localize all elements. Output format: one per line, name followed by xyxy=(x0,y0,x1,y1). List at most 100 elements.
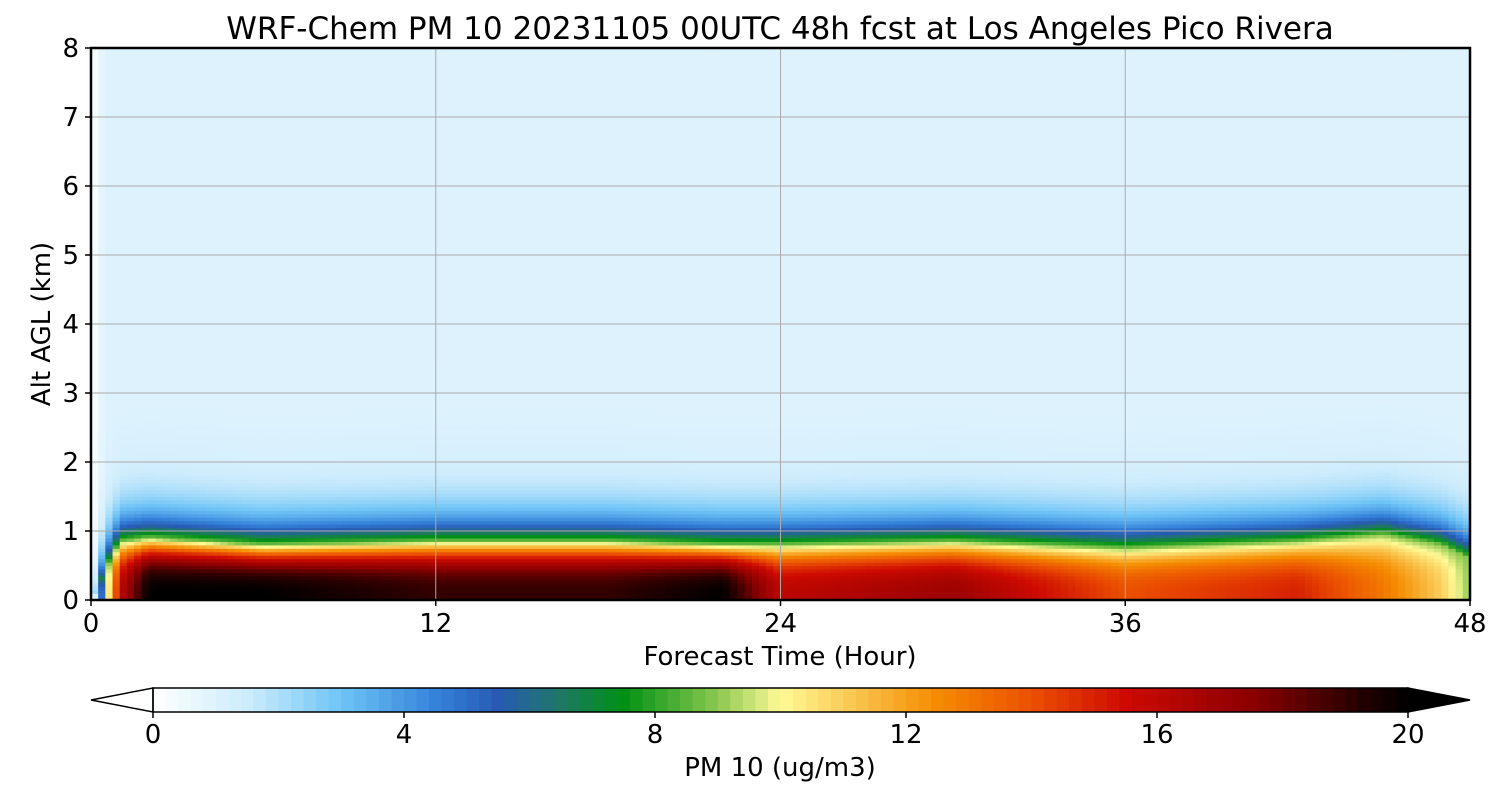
heatmap-cell xyxy=(227,300,235,304)
heatmap-cell xyxy=(249,141,257,145)
heatmap-cell xyxy=(278,545,286,549)
heatmap-cell xyxy=(148,583,156,587)
heatmap-cell xyxy=(127,162,135,166)
heatmap-cell xyxy=(134,452,142,456)
heatmap-cell xyxy=(292,79,300,83)
heatmap-cell xyxy=(113,262,121,266)
heatmap-cell xyxy=(199,476,207,480)
heatmap-cell xyxy=(292,497,300,501)
heatmap-cell xyxy=(113,510,121,514)
heatmap-cell xyxy=(249,269,257,273)
heatmap-cell xyxy=(220,545,228,549)
heatmap-cell xyxy=(127,51,135,55)
heatmap-cell xyxy=(314,531,322,535)
heatmap-cell xyxy=(184,172,192,176)
heatmap-cell xyxy=(206,555,214,559)
heatmap-cell xyxy=(213,152,221,156)
heatmap-cell xyxy=(113,255,121,259)
heatmap-cell xyxy=(256,241,264,245)
heatmap-cell xyxy=(177,559,185,563)
heatmap-cell xyxy=(163,169,171,173)
heatmap-cell xyxy=(170,231,178,235)
heatmap-cell xyxy=(206,545,214,549)
heatmap-cell xyxy=(292,493,300,497)
heatmap-cell xyxy=(220,231,228,235)
heatmap-cell xyxy=(206,583,214,587)
heatmap-cell xyxy=(127,65,135,69)
heatmap-cell xyxy=(213,162,221,166)
heatmap-cell xyxy=(141,145,149,149)
heatmap-cell xyxy=(306,486,314,490)
heatmap-cell xyxy=(148,576,156,580)
heatmap-cell xyxy=(292,86,300,90)
heatmap-cell xyxy=(235,210,243,214)
heatmap-cell xyxy=(184,103,192,107)
heatmap-cell xyxy=(227,438,235,442)
heatmap-cell xyxy=(285,55,293,59)
heatmap-cell xyxy=(105,524,113,528)
heatmap-cell xyxy=(213,224,221,228)
heatmap-cell xyxy=(141,486,149,490)
heatmap-cell xyxy=(98,572,106,576)
heatmap-cell xyxy=(199,303,207,307)
heatmap-cell xyxy=(249,55,257,59)
heatmap-cell xyxy=(263,583,271,587)
heatmap-cell xyxy=(299,227,307,231)
heatmap-cell xyxy=(113,490,121,494)
heatmap-cell xyxy=(299,100,307,104)
heatmap-cell xyxy=(227,100,235,104)
heatmap-cell xyxy=(299,310,307,314)
heatmap-cell xyxy=(306,407,314,411)
heatmap-cell xyxy=(120,593,128,597)
heatmap-cell xyxy=(120,352,128,356)
heatmap-cell xyxy=(199,345,207,349)
heatmap-cell xyxy=(285,69,293,73)
heatmap-cell xyxy=(120,407,128,411)
heatmap-cell xyxy=(170,100,178,104)
heatmap-cell xyxy=(170,58,178,62)
heatmap-cell xyxy=(98,472,106,476)
heatmap-cell xyxy=(213,572,221,576)
heatmap-cell xyxy=(98,462,106,466)
heatmap-cell xyxy=(213,127,221,131)
heatmap-cell xyxy=(249,562,257,566)
heatmap-cell xyxy=(177,138,185,142)
heatmap-cell xyxy=(278,276,286,280)
heatmap-cell xyxy=(177,428,185,432)
heatmap-cell xyxy=(192,83,200,87)
heatmap-cell xyxy=(148,452,156,456)
heatmap-cell xyxy=(292,593,300,597)
heatmap-cell xyxy=(292,279,300,283)
heatmap-cell xyxy=(242,428,250,432)
heatmap-cell xyxy=(306,165,314,169)
heatmap-cell xyxy=(113,545,121,549)
heatmap-cell xyxy=(113,303,121,307)
heatmap-cell xyxy=(235,521,243,525)
heatmap-cell xyxy=(256,383,264,387)
heatmap-cell xyxy=(227,76,235,80)
heatmap-cell xyxy=(249,148,257,152)
heatmap-cell xyxy=(256,303,264,307)
heatmap-cell xyxy=(278,172,286,176)
heatmap-cell xyxy=(148,407,156,411)
heatmap-cell xyxy=(206,383,214,387)
heatmap-cell xyxy=(206,352,214,356)
heatmap-cell xyxy=(192,117,200,121)
heatmap-cell xyxy=(184,590,192,594)
heatmap-cell xyxy=(127,372,135,376)
heatmap-cell xyxy=(170,379,178,383)
heatmap-cell xyxy=(242,117,250,121)
heatmap-cell xyxy=(285,255,293,259)
heatmap-cell xyxy=(199,438,207,442)
heatmap-cell xyxy=(256,96,264,100)
heatmap-cell xyxy=(98,207,106,211)
heatmap-cell xyxy=(227,96,235,100)
heatmap-cell xyxy=(127,334,135,338)
heatmap-cell xyxy=(141,290,149,294)
heatmap-cell xyxy=(192,155,200,159)
heatmap-cell xyxy=(120,286,128,290)
heatmap-cell xyxy=(192,221,200,225)
heatmap-cell xyxy=(220,155,228,159)
heatmap-cell xyxy=(141,562,149,566)
